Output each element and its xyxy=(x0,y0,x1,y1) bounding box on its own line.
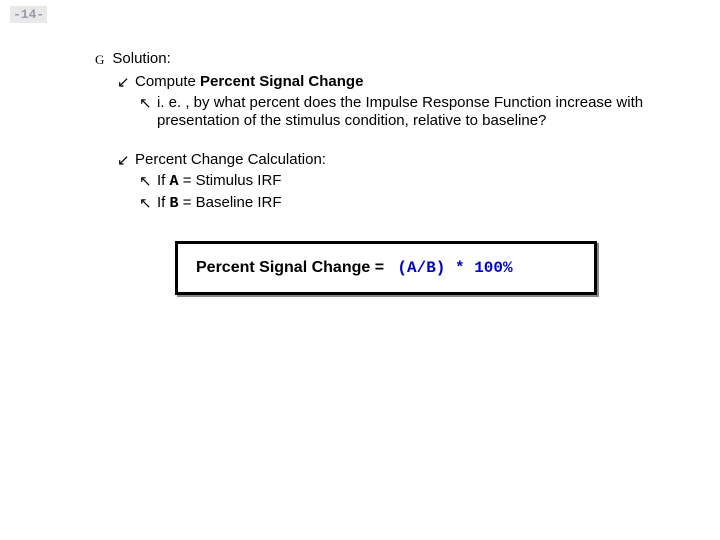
slide-content: G Solution: ↙ Compute Percent Signal Cha… xyxy=(95,50,690,295)
if-a-line: ↖ If A = Stimulus IRF xyxy=(139,172,690,192)
compute-text: Compute Percent Signal Change xyxy=(135,73,690,92)
page-number: -14- xyxy=(10,6,47,23)
ie-text: i. e. , by what percent does the Impulse… xyxy=(157,94,690,132)
formula-right: (A/B) * 100% xyxy=(397,259,512,277)
if-b-var: B xyxy=(170,195,179,212)
compute-line: ↙ Compute Percent Signal Change xyxy=(117,73,690,92)
solution-label: Solution: xyxy=(112,50,690,69)
compute-bold: Percent Signal Change xyxy=(200,73,363,90)
if-a-text: If A = Stimulus IRF xyxy=(157,172,690,192)
arrow-sw-icon: ↙ xyxy=(117,73,135,91)
solution-line: G Solution: xyxy=(95,50,690,69)
ie-line: ↖ i. e. , by what percent does the Impul… xyxy=(139,94,690,132)
formula-left: Percent Signal Change = xyxy=(196,259,389,276)
formula-box: Percent Signal Change = (A/B) * 100% xyxy=(175,241,597,295)
pcc-line: ↙ Percent Change Calculation: xyxy=(117,151,690,170)
pcc-label: Percent Change Calculation: xyxy=(135,151,690,170)
arrow-se-icon: ↖ xyxy=(139,94,157,112)
if-a-var: A xyxy=(170,173,179,190)
if-b-line: ↖ If B = Baseline IRF xyxy=(139,194,690,214)
if-b-text: If B = Baseline IRF xyxy=(157,194,690,214)
if-b-pre: If xyxy=(157,194,170,211)
arrow-se-icon: ↖ xyxy=(139,194,157,212)
if-b-post: = Baseline IRF xyxy=(179,194,282,211)
if-a-post: = Stimulus IRF xyxy=(179,172,282,189)
bullet-g-icon: G xyxy=(95,52,104,68)
arrow-sw-icon: ↙ xyxy=(117,151,135,169)
arrow-se-icon: ↖ xyxy=(139,172,157,190)
compute-prefix: Compute xyxy=(135,73,200,90)
if-a-pre: If xyxy=(157,172,170,189)
